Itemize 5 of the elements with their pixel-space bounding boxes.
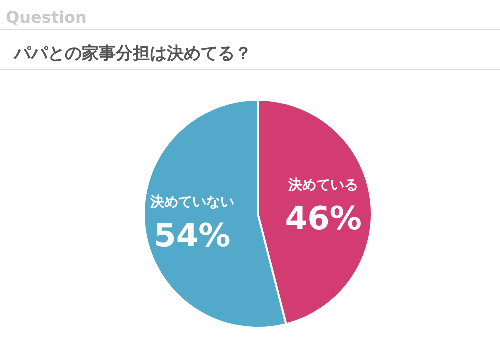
chart-title: パパとの家事分担は決めてる？ bbox=[13, 44, 252, 64]
data-label: 46% bbox=[285, 200, 362, 238]
slice-label: 決めていない bbox=[149, 194, 234, 210]
slice-label: 決めている bbox=[288, 178, 359, 194]
data-label: 54% bbox=[154, 216, 231, 254]
